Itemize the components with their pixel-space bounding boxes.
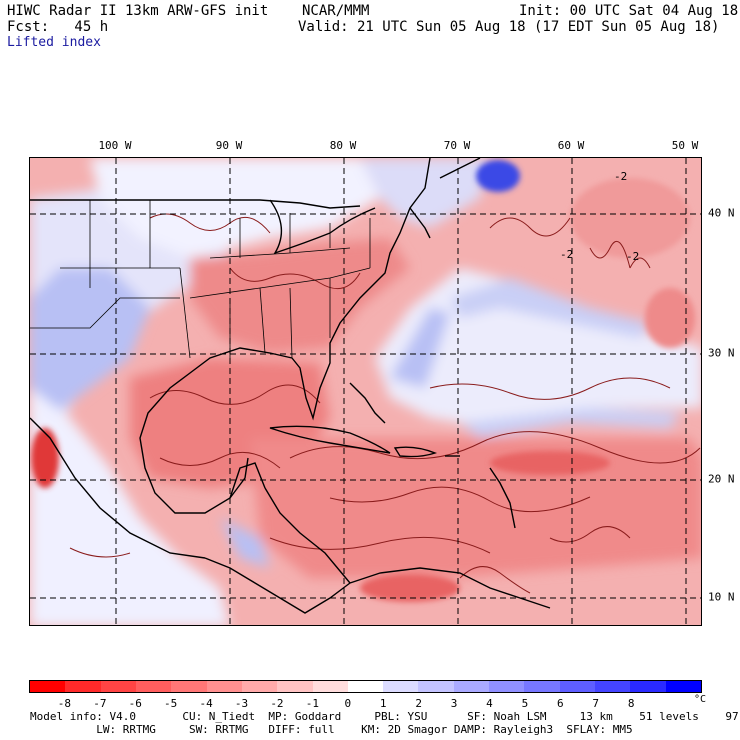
colorbar-segment <box>241 681 278 692</box>
colorbar-segment <box>347 681 384 692</box>
contour-label: -2 <box>560 248 573 261</box>
contour-label-group: -2 -2 -2 <box>560 170 639 263</box>
colorbar-tick-label: -7 <box>93 697 107 710</box>
valid-time: Valid: 21 UTC Sun 05 Aug 18 (17 EDT Sun … <box>298 19 720 35</box>
strong-features <box>31 160 695 602</box>
colorbar-tick-label: 0 <box>344 697 352 710</box>
model-info-line1: Model info: V4.0 CU: N_Tiedt MP: Goddard… <box>30 710 740 723</box>
lon-label-90w: 90 W <box>215 139 243 152</box>
lat-label-40n: 40 N <box>708 206 735 220</box>
colorbar-tick-label: 4 <box>486 697 493 710</box>
lifted-index-shading <box>30 158 701 625</box>
colorbar-segment <box>100 681 136 692</box>
colorbar-tick-label: 8 <box>627 697 635 710</box>
colorbar-unit: °C <box>694 694 707 705</box>
lon-label-50w: 50 W <box>671 139 699 152</box>
model-info-line2: LW: RRTMG SW: RRTMG DIFF: full KM: 2D Sm… <box>30 723 633 736</box>
state-borders <box>30 200 371 359</box>
lat-label-30n: 30 N <box>708 346 735 360</box>
colorbar-tick-label: -5 <box>164 697 178 710</box>
colorbar-segment <box>489 681 525 692</box>
colorbar-segment <box>453 681 490 692</box>
colorbar-segment <box>630 681 666 692</box>
colorbar-segment <box>135 681 172 692</box>
lat-lon-grid <box>30 158 701 625</box>
colorbar-segment <box>383 681 419 692</box>
colorbar-segment <box>418 681 454 692</box>
lat-label-10n: 10 N <box>708 590 735 604</box>
colorbar-tick-label: 1 <box>379 697 387 710</box>
colorbar-tick-label: -6 <box>128 697 142 710</box>
lat-label-20n: 20 N <box>708 472 735 486</box>
colorbar-tick-label: 7 <box>592 697 600 710</box>
lon-label-70w: 70 W <box>443 139 471 152</box>
colorbar-segment <box>312 681 348 692</box>
colorbar-segment <box>665 681 701 692</box>
lifted-index-map: -2 -2 -2 <box>29 157 702 626</box>
colorbar-segment <box>595 681 631 692</box>
colorbar-tick-label: 3 <box>450 697 458 710</box>
colorbar-tick-label: -3 <box>234 697 249 710</box>
colorbar-segment <box>559 681 595 692</box>
colorbar-tick-label: -4 <box>199 697 213 710</box>
colorbar-segment <box>524 681 560 692</box>
colorbar-tick-label: -2 <box>270 697 284 710</box>
forecast-hour: Fcst: 45 h <box>7 19 109 35</box>
colorbar-tick-label: 5 <box>521 697 529 710</box>
lon-label-60w: 60 W <box>557 139 585 152</box>
contour-label: -2 <box>626 250 639 263</box>
map-canvas: -2 -2 -2 <box>30 158 701 625</box>
colorbar-tick-label: -8 <box>57 697 72 710</box>
contour-label: -2 <box>614 170 627 183</box>
title-line: HIWC Radar II 13km ARW-GFS init NCAR/MMM <box>7 3 370 19</box>
colorbar-segment <box>171 681 207 692</box>
init-time: Init: 00 UTC Sat 04 Aug 18 <box>519 3 739 19</box>
colorbar-segment <box>277 681 313 692</box>
colorbar-segment <box>30 681 66 692</box>
colorbar <box>29 680 702 693</box>
colorbar-tick-label: 6 <box>557 697 564 710</box>
colorbar-tick-label: -1 <box>305 697 319 710</box>
field-name: Lifted index <box>7 35 101 50</box>
lon-label-100w: 100 W <box>98 139 132 152</box>
colorbar-segment <box>206 681 242 692</box>
colorbar-segment <box>65 681 101 692</box>
lon-label-80w: 80 W <box>329 139 357 152</box>
colorbar-tick-label: 2 <box>415 697 422 710</box>
